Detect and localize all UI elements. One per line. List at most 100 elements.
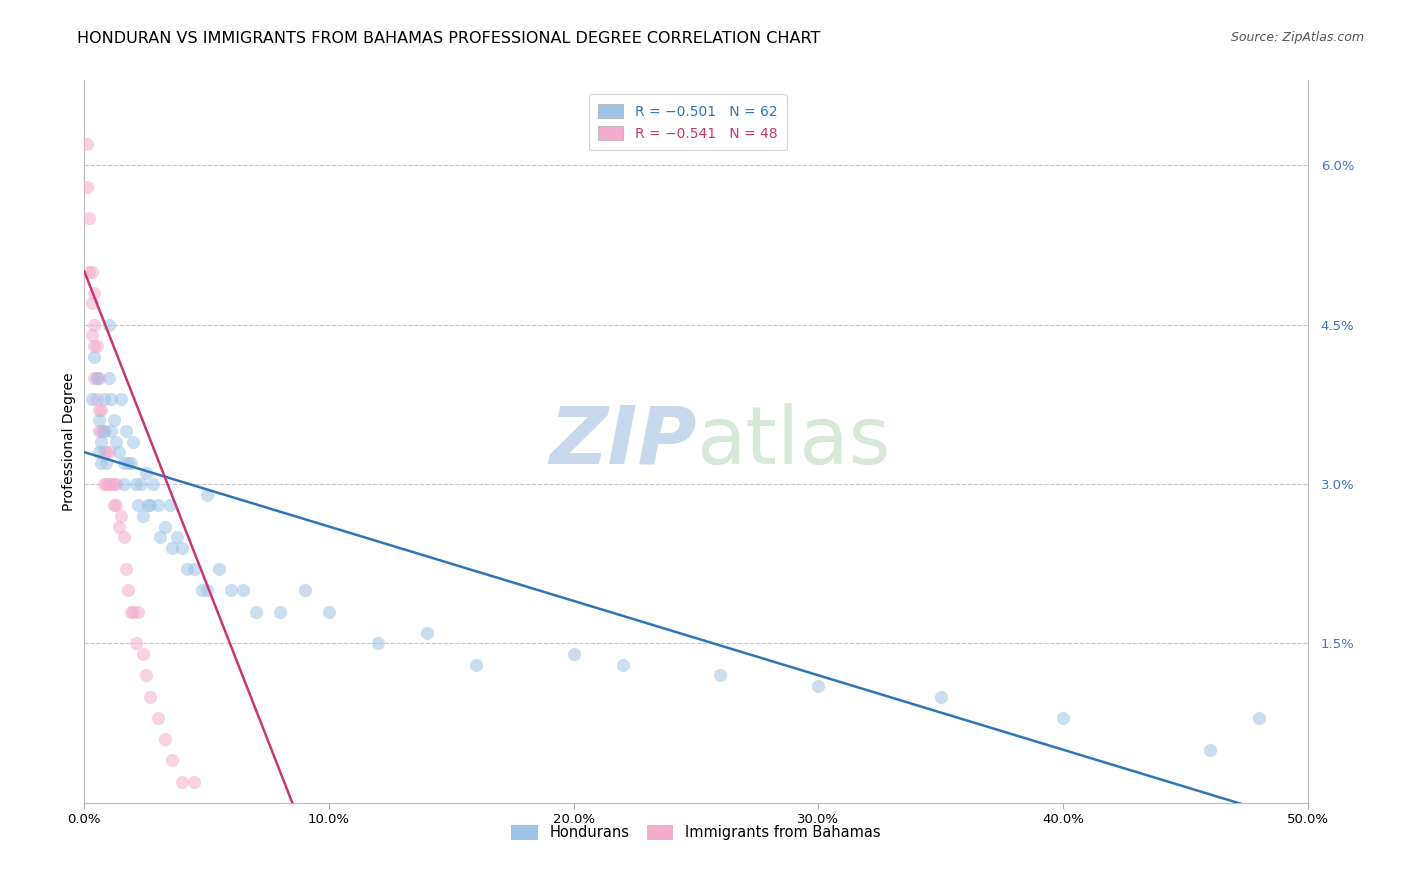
Point — [172, 774, 194, 789]
Point — [219, 583, 242, 598]
Point — [269, 605, 291, 619]
Point — [100, 392, 122, 406]
Point — [90, 456, 112, 470]
Point — [149, 530, 172, 544]
Point — [195, 488, 218, 502]
Point — [80, 296, 103, 310]
Point — [183, 562, 205, 576]
Point — [612, 657, 634, 672]
Point — [245, 605, 267, 619]
Point — [115, 424, 138, 438]
Point — [93, 477, 115, 491]
Point — [76, 136, 98, 151]
Point — [83, 350, 105, 364]
Point — [112, 456, 135, 470]
Point — [122, 605, 145, 619]
Point — [162, 753, 184, 767]
Point — [83, 318, 105, 332]
Point — [120, 605, 142, 619]
Y-axis label: Professional Degree: Professional Degree — [62, 372, 76, 511]
Point — [96, 445, 118, 459]
Point — [77, 211, 100, 226]
Point — [1052, 711, 1074, 725]
Point — [107, 519, 129, 533]
Point — [87, 371, 110, 385]
Point — [76, 179, 98, 194]
Point — [87, 413, 110, 427]
Point — [166, 530, 188, 544]
Point — [464, 657, 486, 672]
Point — [83, 285, 105, 300]
Point — [176, 562, 198, 576]
Point — [132, 647, 155, 661]
Point — [1198, 742, 1220, 756]
Point — [142, 477, 165, 491]
Point — [146, 711, 169, 725]
Point — [127, 605, 149, 619]
Point — [159, 498, 181, 512]
Point — [87, 445, 110, 459]
Point — [416, 625, 439, 640]
Point — [105, 498, 128, 512]
Point — [97, 371, 120, 385]
Point — [86, 371, 108, 385]
Point — [86, 392, 108, 406]
Text: ZIP: ZIP — [548, 402, 696, 481]
Point — [125, 477, 148, 491]
Point — [132, 508, 155, 523]
Point — [105, 434, 128, 449]
Point — [195, 583, 218, 598]
Point — [100, 477, 122, 491]
Point — [153, 519, 176, 533]
Point — [90, 434, 112, 449]
Text: HONDURAN VS IMMIGRANTS FROM BAHAMAS PROFESSIONAL DEGREE CORRELATION CHART: HONDURAN VS IMMIGRANTS FROM BAHAMAS PROF… — [77, 31, 821, 46]
Point — [129, 477, 152, 491]
Point — [127, 498, 149, 512]
Point — [97, 318, 120, 332]
Point — [83, 339, 105, 353]
Point — [318, 605, 340, 619]
Point — [709, 668, 731, 682]
Point — [115, 562, 138, 576]
Point — [112, 477, 135, 491]
Point — [191, 583, 214, 598]
Point — [367, 636, 389, 650]
Point — [105, 477, 128, 491]
Point — [80, 392, 103, 406]
Point — [183, 774, 205, 789]
Point — [100, 424, 122, 438]
Point — [96, 477, 118, 491]
Point — [125, 636, 148, 650]
Point — [1247, 711, 1270, 725]
Point — [103, 498, 125, 512]
Point — [135, 467, 157, 481]
Legend: Hondurans, Immigrants from Bahamas: Hondurans, Immigrants from Bahamas — [506, 819, 886, 847]
Point — [122, 434, 145, 449]
Point — [97, 445, 120, 459]
Point — [294, 583, 316, 598]
Point — [77, 264, 100, 278]
Point — [87, 424, 110, 438]
Point — [90, 402, 112, 417]
Point — [562, 647, 585, 661]
Point — [80, 264, 103, 278]
Point — [110, 392, 132, 406]
Point — [93, 392, 115, 406]
Point — [87, 402, 110, 417]
Point — [107, 445, 129, 459]
Point — [96, 456, 118, 470]
Point — [117, 583, 139, 598]
Point — [172, 541, 194, 555]
Point — [135, 668, 157, 682]
Point — [90, 424, 112, 438]
Point — [136, 498, 159, 512]
Text: Source: ZipAtlas.com: Source: ZipAtlas.com — [1230, 31, 1364, 45]
Point — [112, 530, 135, 544]
Point — [139, 498, 162, 512]
Point — [139, 690, 162, 704]
Point — [80, 328, 103, 343]
Point — [93, 445, 115, 459]
Point — [120, 456, 142, 470]
Point — [103, 413, 125, 427]
Point — [93, 424, 115, 438]
